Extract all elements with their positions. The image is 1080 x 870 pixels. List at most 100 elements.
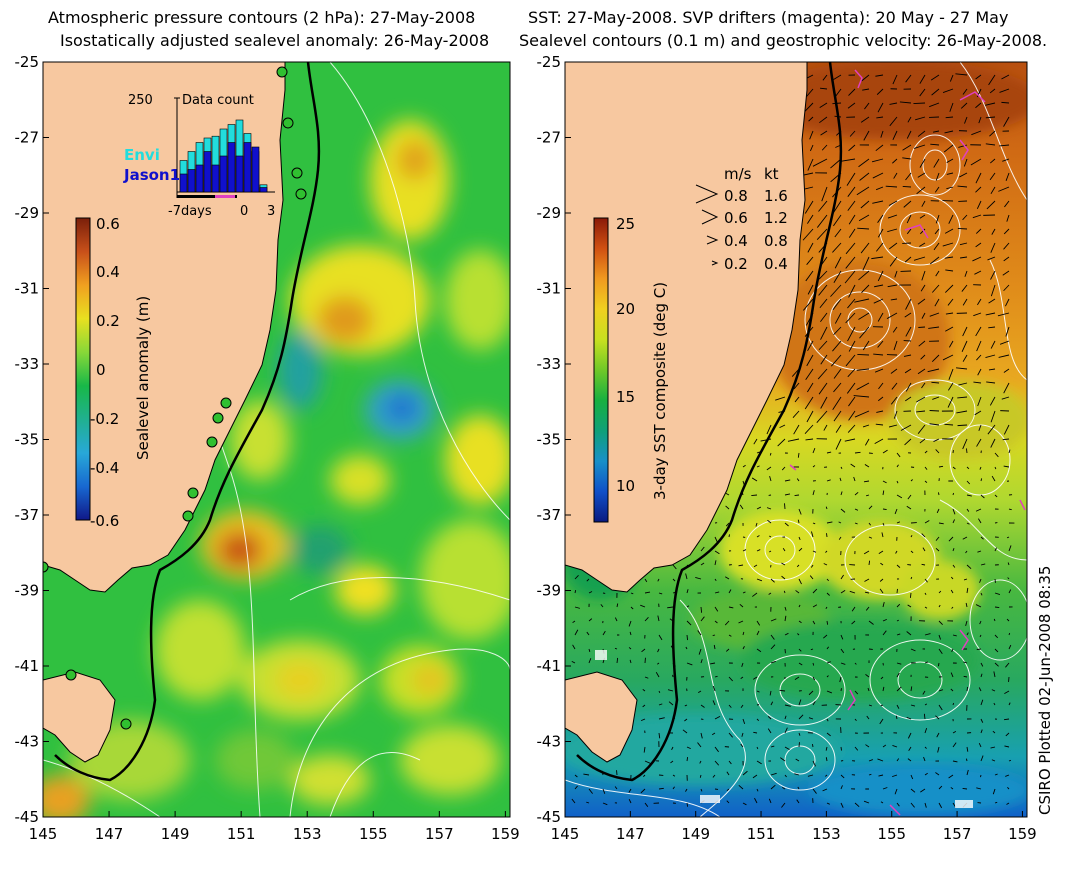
- velocity-arrow: [756, 718, 760, 722]
- velocity-arrow: [894, 270, 898, 278]
- velocity-arrow: [672, 774, 676, 777]
- velocity-arrow: [845, 256, 856, 269]
- velocity-arrow: [830, 158, 842, 169]
- velocity-arrow: [1003, 284, 1010, 292]
- velocity-arrow: [714, 760, 720, 766]
- velocity-arrow: [798, 732, 801, 736]
- left-shelf-isobath: [54, 62, 321, 782]
- velocity-arrow: [756, 506, 762, 510]
- arrow-glyph-0.6: [701, 209, 719, 225]
- velocity-arrow: [756, 465, 760, 468]
- velocity-arrow: [848, 410, 856, 421]
- velocity-arrow: [826, 521, 833, 524]
- velocity-arrow: [742, 802, 747, 806]
- velocity-arrow: [885, 185, 898, 188]
- velocity-arrow: [770, 701, 774, 706]
- velocity-arrow: [973, 312, 982, 317]
- missing-data-patch: [700, 795, 720, 803]
- velocity-arrow: [840, 634, 844, 640]
- velocity-arrow: [858, 312, 870, 320]
- velocity-arrow: [896, 494, 903, 499]
- velocity-arrow: [817, 368, 828, 380]
- velocity-arrow: [802, 228, 814, 241]
- velocity-arrow: [980, 729, 983, 734]
- velocity-arrow: [903, 354, 912, 357]
- velocity-arrow: [875, 242, 884, 252]
- velocity-arrow: [965, 602, 968, 608]
- velocity-arrow: [812, 490, 815, 496]
- velocity-arrow: [854, 508, 859, 511]
- velocity-arrow: [919, 228, 926, 235]
- velocity-arrow: [753, 731, 758, 734]
- velocity-arrow: [658, 717, 665, 720]
- right-y-axis: -25 -27 -29 -31 -33 -35 -37 -39 -41 -43 -45: [537, 53, 571, 826]
- velocity-arrow: [906, 505, 912, 510]
- velocity-arrow: [571, 660, 576, 664]
- velocity-arrow: [929, 312, 940, 317]
- velocity-arrow: [1003, 368, 1010, 373]
- velocity-arrow: [697, 742, 702, 748]
- velocity-arrow: [845, 242, 856, 255]
- velocity-arrow: [826, 718, 829, 722]
- velocity-arrow: [893, 410, 898, 419]
- velocity-arrow: [739, 603, 744, 608]
- velocity-arrow: [975, 508, 982, 512]
- left-y-tick--25: -25: [15, 53, 40, 71]
- velocity-arrow: [853, 395, 870, 398]
- velocity-arrow: [806, 88, 814, 97]
- velocity-arrow: [938, 634, 941, 640]
- left-x-tick-157: 157: [425, 825, 454, 843]
- velocity-arrow: [574, 774, 578, 778]
- velocity-arrow: [976, 648, 982, 651]
- velocity-arrow: [960, 102, 968, 109]
- velocity-arrow: [880, 704, 884, 707]
- velocity-arrow: [672, 786, 675, 790]
- velocity-arrow: [1008, 449, 1011, 454]
- velocity-arrow: [1008, 589, 1012, 594]
- velocity-arrow: [628, 798, 632, 804]
- velocity-arrow: [868, 620, 874, 625]
- velocity-arrow: [882, 744, 887, 748]
- left-cb-tick-2: 0.2: [96, 312, 120, 330]
- velocity-arrow: [944, 228, 954, 234]
- velocity-arrow: [1003, 718, 1010, 721]
- velocity-arrow: [795, 758, 800, 762]
- velocity-arrow: [586, 801, 590, 804]
- velocity-arrow: [820, 326, 828, 340]
- velocity-arrow: [991, 475, 996, 482]
- velocity-arrow: [755, 522, 758, 527]
- velocity-arrow: [714, 536, 718, 543]
- velocity-arrow: [931, 354, 940, 362]
- velocity-arrow: [935, 214, 940, 224]
- left-x-tick-151: 151: [227, 825, 256, 843]
- velocity-arrow: [965, 550, 968, 554]
- velocity-arrow: [784, 493, 791, 496]
- velocity-arrow: [899, 101, 912, 104]
- velocity-arrow: [931, 88, 940, 96]
- svp-drifter-tracks: [789, 69, 1026, 816]
- right-colorbar: 25 20 15 10 3-day SST composite (deg C): [593, 215, 669, 523]
- velocity-arrow: [858, 214, 870, 222]
- velocity-arrow: [970, 158, 982, 166]
- velocity-arrow: [986, 381, 996, 384]
- velocity-arrow: [966, 587, 969, 594]
- velocity-arrow: [868, 536, 873, 539]
- right-cb-tick-3: 10: [616, 477, 635, 495]
- velocity-arrow: [904, 256, 912, 263]
- velocity-arrow: [951, 648, 954, 653]
- velocity-arrow: [856, 368, 870, 371]
- velocity-arrow: [811, 743, 814, 748]
- velocity-arrow: [810, 648, 814, 651]
- missing-data-patch: [595, 650, 607, 660]
- velocity-arrow: [826, 690, 833, 694]
- velocity-arrow: [966, 564, 972, 570]
- velocity-arrow: [684, 704, 688, 707]
- velocity-arrow: [952, 742, 957, 748]
- velocity-arrow: [574, 574, 579, 580]
- velocity-arrow: [700, 704, 705, 708]
- velocity-arrow: [1001, 101, 1010, 104]
- velocity-arrow: [833, 270, 842, 283]
- velocity-arrow: [952, 466, 956, 470]
- velocity-arrow: [994, 606, 1000, 608]
- right-tasmania-land: [565, 671, 638, 763]
